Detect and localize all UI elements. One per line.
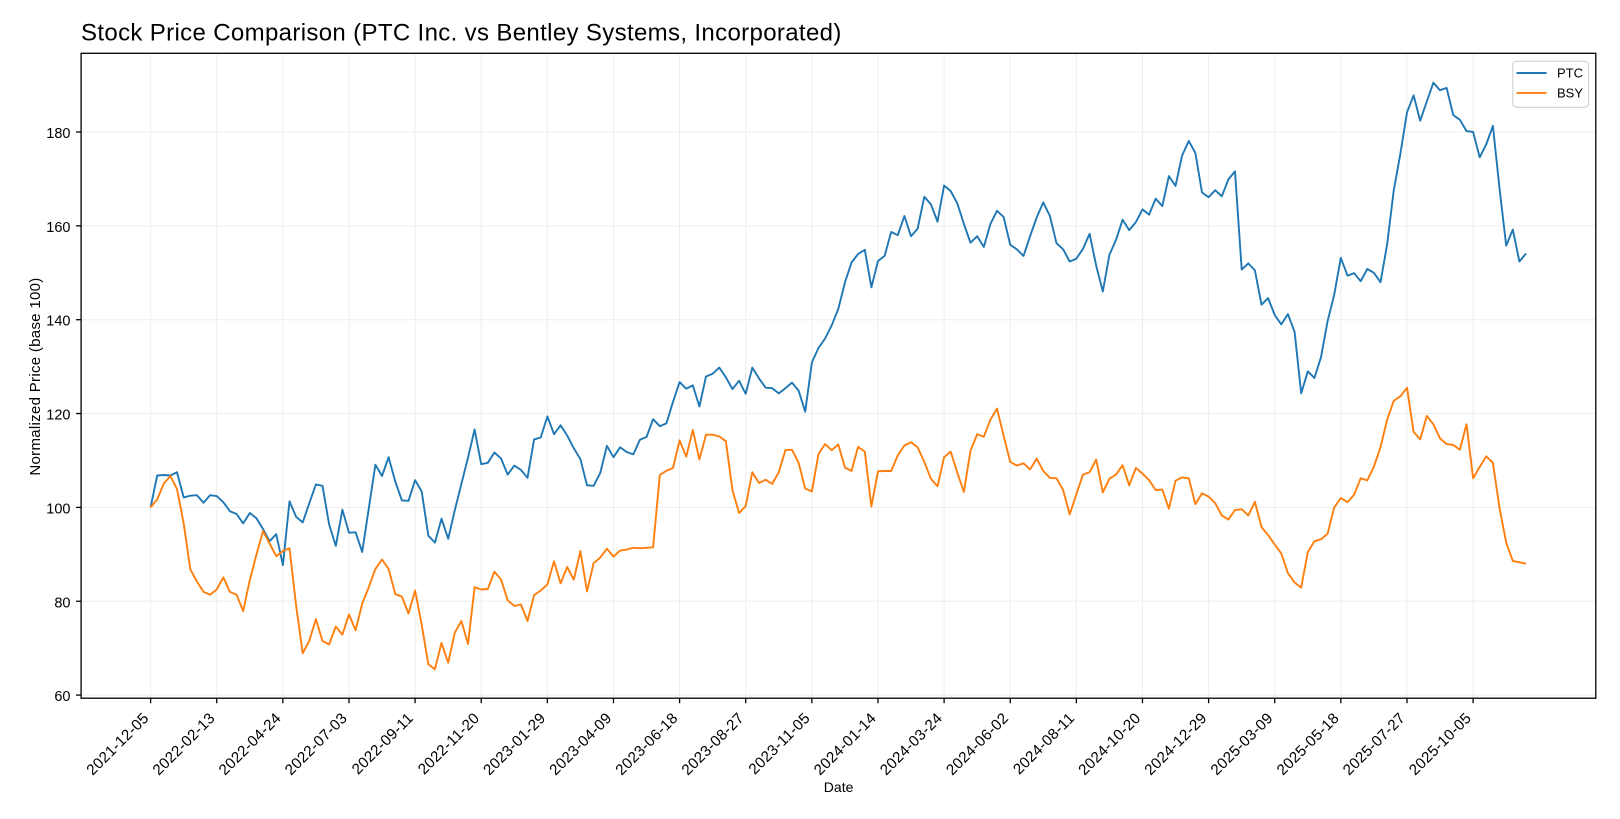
svg-text:120: 120 xyxy=(46,408,70,424)
svg-text:Stock Price Comparison (PTC In: Stock Price Comparison (PTC Inc. vs Bent… xyxy=(81,20,842,47)
svg-text:80: 80 xyxy=(54,595,70,611)
svg-text:60: 60 xyxy=(54,689,70,705)
svg-text:160: 160 xyxy=(46,220,70,236)
svg-text:140: 140 xyxy=(46,314,70,330)
svg-text:BSY: BSY xyxy=(1557,86,1583,101)
svg-text:180: 180 xyxy=(46,126,70,142)
svg-text:Date: Date xyxy=(824,779,854,795)
svg-text:Normalized Price (base 100): Normalized Price (base 100) xyxy=(27,277,44,475)
svg-text:PTC: PTC xyxy=(1557,66,1583,81)
svg-text:100: 100 xyxy=(46,501,70,517)
